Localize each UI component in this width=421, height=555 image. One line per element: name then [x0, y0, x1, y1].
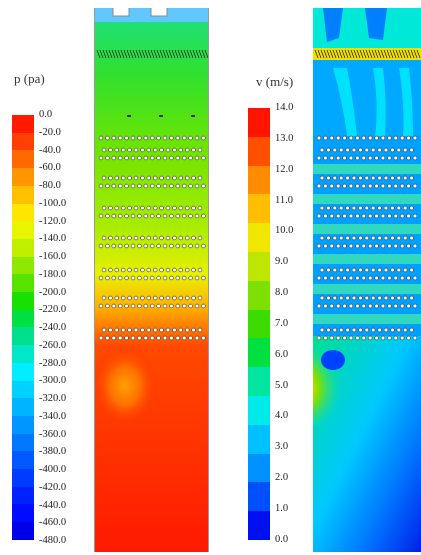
pressure-contour-panel: [94, 8, 209, 552]
pressure-colorbar-segment: [12, 168, 34, 186]
pressure-tick-label: -460.0: [39, 517, 67, 529]
velocity-colorbar-segment: [248, 482, 270, 512]
velocity-tick-label: 11.0: [275, 194, 293, 206]
velocity-tick-labels: 14.0 13.0 12.0 11.0 10.0 9.0 8.0 7.0 6.0 5.0 4.0 3.…: [275, 102, 293, 545]
pressure-colorbar-segment: [12, 345, 34, 363]
velocity-colorbar-segment: [248, 367, 270, 396]
velocity-colorbar-segment: [248, 251, 270, 281]
pressure-tick-label: -280.0: [39, 357, 67, 369]
pressure-colorbar-segment: [12, 504, 34, 523]
velocity-tick-label: 0.0: [275, 533, 289, 545]
velocity-colorbar-segment: [248, 395, 270, 425]
velocity-legend-title: v (m/s): [256, 74, 294, 89]
velocity-contour-panel: [313, 8, 421, 552]
pressure-colorbar: [12, 115, 34, 540]
velocity-colorbar-segment: [248, 194, 270, 224]
pressure-colorbar-segment: [12, 380, 34, 399]
pressure-tick-label: -240.0: [39, 322, 67, 333]
pressure-colorbar-segment: [12, 115, 34, 133]
pressure-colorbar-segment: [12, 398, 34, 416]
pressure-tick-label: -200.0: [39, 286, 67, 298]
velocity-tick-label: 14.0: [275, 102, 294, 113]
pressure-colorbar-segment: [12, 522, 34, 540]
pressure-tick-label: -180.0: [39, 268, 67, 280]
pressure-tick-label: -120.0: [39, 215, 67, 227]
pressure-colorbar-segment: [12, 203, 34, 222]
pressure-tick-label: -320.0: [39, 393, 67, 404]
pressure-tick-label: -340.0: [39, 410, 67, 422]
pressure-tick-label: -60.0: [39, 162, 61, 174]
pressure-tick-label: -380.0: [39, 446, 67, 458]
pressure-colorbar-segment: [12, 256, 34, 275]
pressure-tick-label: 0.0: [39, 109, 53, 120]
velocity-colorbar-segment: [248, 165, 270, 195]
velocity-tick-label: 2.0: [275, 472, 289, 484]
pressure-colorbar-segment: [12, 185, 34, 204]
pressure-tick-label: -160.0: [39, 251, 67, 262]
velocity-tick-label: 10.0: [275, 225, 294, 237]
velocity-colorbar-segment: [248, 511, 270, 540]
velocity-colorbar-segment: [248, 309, 270, 339]
velocity-colorbar-segment: [248, 136, 270, 166]
tube-bank: [314, 49, 421, 341]
pressure-tick-label: -260.0: [39, 339, 67, 351]
pressure-colorbar-segment: [12, 486, 34, 505]
velocity-colorbar-segment: [248, 223, 270, 252]
pressure-colorbar-segment: [12, 309, 34, 328]
pressure-colorbar-segment: [12, 150, 34, 169]
tube-bank: [96, 49, 208, 341]
pressure-colorbar-segment: [12, 132, 34, 151]
pressure-legend-title: p (pa): [14, 71, 45, 86]
pressure-tick-label: -40.0: [39, 144, 61, 156]
velocity-tick-label: 9.0: [275, 256, 289, 268]
pressure-tick-label: -80.0: [39, 180, 61, 191]
velocity-tick-label: 13.0: [275, 132, 294, 144]
velocity-bands: [313, 164, 421, 324]
velocity-tick-label: 6.0: [275, 348, 289, 360]
pressure-colorbar-segment: [12, 433, 34, 452]
velocity-colorbar-segment: [248, 424, 270, 454]
pressure-tick-label: -420.0: [39, 481, 67, 493]
velocity-tick-label: 12.0: [275, 163, 294, 175]
velocity-colorbar-segment: [248, 338, 270, 368]
pressure-colorbar-segment: [12, 362, 34, 381]
pressure-tick-label: -300.0: [39, 375, 67, 387]
pressure-tick-label: -360.0: [39, 428, 67, 440]
velocity-tick-label: 1.0: [275, 502, 289, 514]
pressure-colorbar-segment: [12, 238, 34, 257]
velocity-tick-label: 4.0: [275, 410, 289, 422]
pressure-colorbar-segment: [12, 469, 34, 487]
velocity-tick-label: 8.0: [275, 287, 289, 299]
pressure-tick-labels: 0.0 -20.0 -40.0 -60.0 -80.0 -100.0 -120.0 -140.…: [39, 109, 66, 546]
pressure-colorbar-segment: [12, 292, 34, 310]
pressure-tick-label: -100.0: [39, 197, 67, 209]
pressure-tick-label: -140.0: [39, 233, 67, 245]
pressure-colorbar-segment: [12, 274, 34, 293]
pressure-tick-label: -440.0: [39, 499, 67, 511]
pressure-tick-label: -20.0: [39, 126, 61, 138]
velocity-contour-field: [313, 8, 421, 552]
velocity-colorbar-segment: [248, 453, 270, 483]
pressure-colorbar-segment: [12, 451, 34, 470]
velocity-colorbar-segment: [248, 108, 270, 137]
velocity-tick-label: 3.0: [275, 441, 289, 453]
pressure-colorbar-segment: [12, 415, 34, 434]
pressure-tick-label: -220.0: [39, 304, 67, 316]
velocity-colorbar-segment: [248, 280, 270, 310]
velocity-tick-label: 5.0: [275, 379, 289, 391]
velocity-tick-label: 7.0: [275, 317, 289, 329]
pressure-colorbar-segment: [12, 221, 34, 239]
velocity-colorbar: [248, 108, 270, 540]
pressure-tick-label: -400.0: [39, 464, 67, 475]
pressure-tick-label: -480.0: [39, 535, 67, 546]
pressure-colorbar-segment: [12, 327, 34, 346]
pressure-contour-field: [95, 8, 208, 552]
